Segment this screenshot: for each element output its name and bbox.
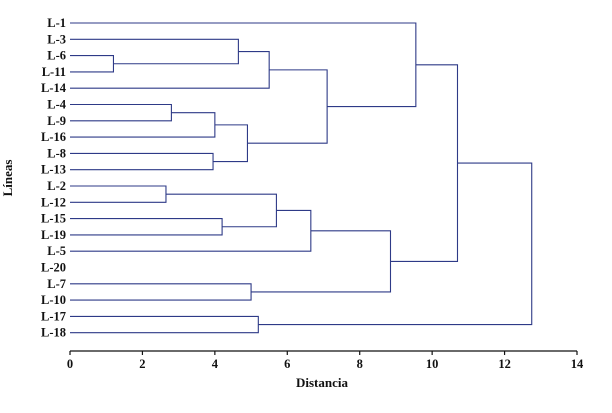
leaf-label-l-14: L-14 bbox=[41, 81, 67, 95]
leaf-label-l-4: L-4 bbox=[47, 98, 67, 112]
merge-branch-c16 bbox=[390, 64, 459, 262]
leaf-label-l-17: L-17 bbox=[41, 309, 66, 323]
leaf-label-l-19: L-19 bbox=[41, 228, 66, 242]
x-tick-label-8: 8 bbox=[357, 357, 363, 371]
leaf-label-l-6: L-6 bbox=[47, 49, 66, 63]
merge-branch-c11 bbox=[70, 218, 223, 236]
merge-branch-c9 bbox=[70, 22, 417, 108]
merge-branch-c14 bbox=[70, 283, 252, 301]
x-tick-label-4: 4 bbox=[212, 357, 219, 371]
merge-branch-c13 bbox=[70, 209, 312, 252]
x-tick-label-6: 6 bbox=[284, 357, 290, 371]
merge-branch-c1 bbox=[70, 55, 115, 73]
leaf-label-l-13: L-13 bbox=[41, 163, 66, 177]
leaf-label-l-1: L-1 bbox=[47, 16, 66, 30]
merge-branch-c15 bbox=[251, 230, 392, 293]
merge-branch-c7 bbox=[213, 124, 248, 163]
x-tick-label-14: 14 bbox=[571, 357, 584, 371]
leaf-label-l-18: L-18 bbox=[41, 326, 66, 340]
leaf-label-l-15: L-15 bbox=[41, 212, 66, 226]
x-tick-label-0: 0 bbox=[67, 357, 73, 371]
merge-branch-c10 bbox=[70, 185, 167, 203]
leaf-label-l-16: L-16 bbox=[41, 130, 66, 144]
merge-branch-c6 bbox=[70, 152, 214, 171]
x-tick-label-12: 12 bbox=[498, 357, 511, 371]
merge-branch-c12 bbox=[165, 193, 277, 228]
x-axis-title: Distancia bbox=[296, 375, 349, 390]
y-axis-title: Líneas bbox=[0, 160, 15, 197]
merge-branch-c17 bbox=[70, 315, 259, 334]
merge-branch-c8 bbox=[247, 69, 328, 144]
merge-branch-c5 bbox=[70, 112, 216, 138]
leaf-label-l-11: L-11 bbox=[42, 65, 66, 79]
leaf-label-l-20: L-20 bbox=[41, 261, 66, 275]
merge-branch-c3 bbox=[70, 50, 270, 89]
leaf-label-l-12: L-12 bbox=[41, 195, 66, 209]
merge-branch-c4 bbox=[70, 103, 172, 122]
x-tick-label-10: 10 bbox=[426, 357, 439, 371]
x-tick-label-2: 2 bbox=[139, 357, 145, 371]
leaf-labels: L-1 L-3 L-6 L-11 L-14 L-4 L-9 L-16 L-8 L-13 L-2 L-1… bbox=[41, 16, 67, 340]
leaf-label-l-5: L-5 bbox=[47, 244, 66, 258]
merge-branch-c2 bbox=[70, 38, 239, 65]
dendrogram-branches bbox=[70, 22, 533, 334]
merge-branch-c18 bbox=[258, 162, 533, 326]
x-axis-ticks: 0 2 4 6 8 10 12 14 bbox=[67, 351, 584, 371]
leaf-label-l-10: L-10 bbox=[41, 293, 66, 307]
leaf-label-l-3: L-3 bbox=[47, 32, 66, 46]
leaf-label-l-2: L-2 bbox=[47, 179, 66, 193]
leaf-label-l-9: L-9 bbox=[47, 114, 66, 128]
leaf-label-l-8: L-8 bbox=[47, 146, 66, 160]
leaf-label-l-7: L-7 bbox=[47, 277, 66, 291]
